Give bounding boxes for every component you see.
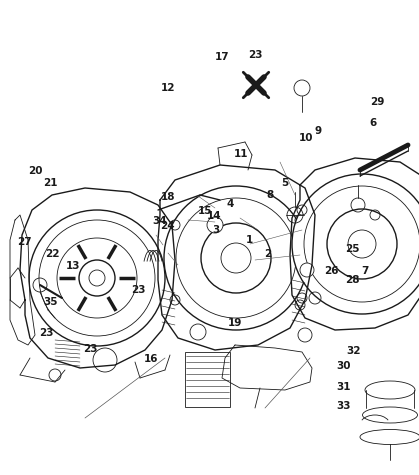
Text: 5: 5	[281, 178, 289, 188]
Text: 23: 23	[248, 49, 263, 60]
Text: 17: 17	[215, 52, 229, 62]
Text: 30: 30	[336, 361, 351, 371]
Text: 23: 23	[39, 327, 53, 338]
Text: 25: 25	[345, 244, 359, 255]
Text: 1: 1	[246, 235, 253, 245]
Text: 31: 31	[336, 382, 351, 392]
Text: 35: 35	[43, 296, 57, 307]
Text: 13: 13	[66, 261, 80, 271]
Text: 24: 24	[160, 220, 175, 231]
Text: 26: 26	[324, 266, 338, 276]
Text: 14: 14	[207, 211, 221, 221]
Circle shape	[93, 348, 117, 372]
Text: 4: 4	[227, 199, 234, 209]
Text: 9: 9	[315, 125, 322, 136]
Text: 11: 11	[234, 149, 248, 160]
Text: 23: 23	[83, 344, 97, 354]
Circle shape	[300, 263, 314, 277]
Circle shape	[207, 217, 223, 233]
Circle shape	[292, 174, 419, 314]
Text: 2: 2	[264, 249, 272, 259]
Ellipse shape	[362, 407, 417, 423]
Text: 29: 29	[370, 97, 384, 107]
Text: 21: 21	[43, 178, 57, 188]
Text: 33: 33	[336, 401, 351, 411]
Circle shape	[294, 80, 310, 96]
Text: 12: 12	[160, 83, 175, 93]
Text: 7: 7	[361, 266, 368, 276]
Bar	[185, 352, 230, 407]
Ellipse shape	[365, 381, 415, 399]
Text: 28: 28	[345, 275, 359, 285]
Circle shape	[164, 186, 308, 330]
Ellipse shape	[360, 429, 419, 445]
Text: 19: 19	[228, 318, 242, 328]
Circle shape	[29, 210, 165, 346]
Text: 23: 23	[131, 285, 145, 295]
Text: 32: 32	[347, 346, 361, 357]
Text: 34: 34	[152, 216, 166, 226]
Text: 10: 10	[299, 133, 313, 143]
Text: 20: 20	[28, 166, 43, 176]
Text: 6: 6	[369, 118, 377, 129]
Text: 15: 15	[198, 206, 212, 217]
Text: 18: 18	[160, 192, 175, 202]
Text: 22: 22	[45, 249, 59, 259]
Text: 8: 8	[266, 190, 274, 200]
Text: 27: 27	[17, 237, 31, 247]
Text: 3: 3	[212, 225, 220, 236]
Text: 16: 16	[144, 353, 158, 364]
